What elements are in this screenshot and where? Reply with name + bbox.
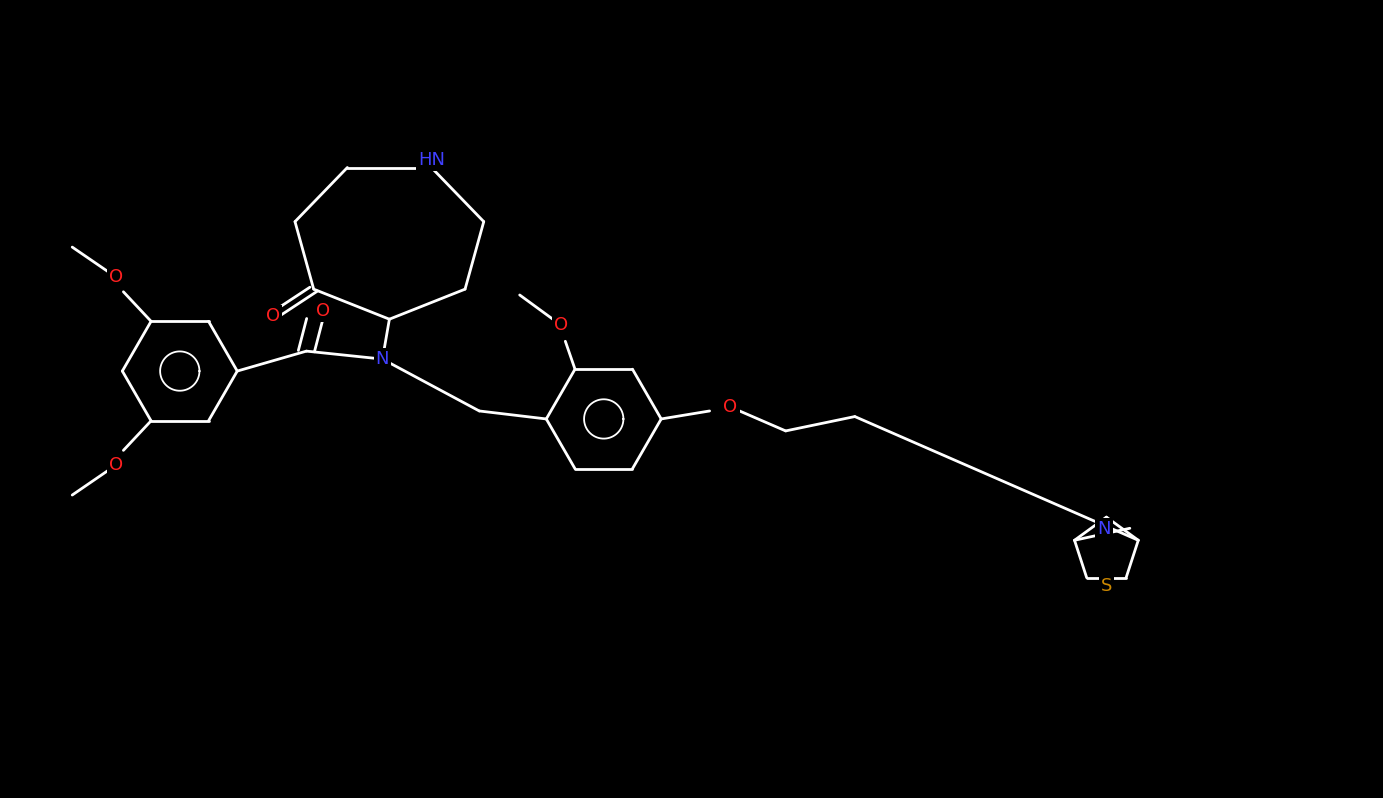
Text: S: S [1101, 577, 1112, 595]
Text: HN: HN [418, 151, 445, 168]
Text: N: N [376, 350, 389, 368]
Text: O: O [109, 456, 123, 474]
Text: N: N [1098, 519, 1111, 538]
Text: O: O [266, 307, 279, 325]
Text: O: O [315, 302, 331, 320]
Text: O: O [555, 316, 568, 334]
Text: O: O [109, 268, 123, 286]
Text: O: O [723, 398, 737, 416]
